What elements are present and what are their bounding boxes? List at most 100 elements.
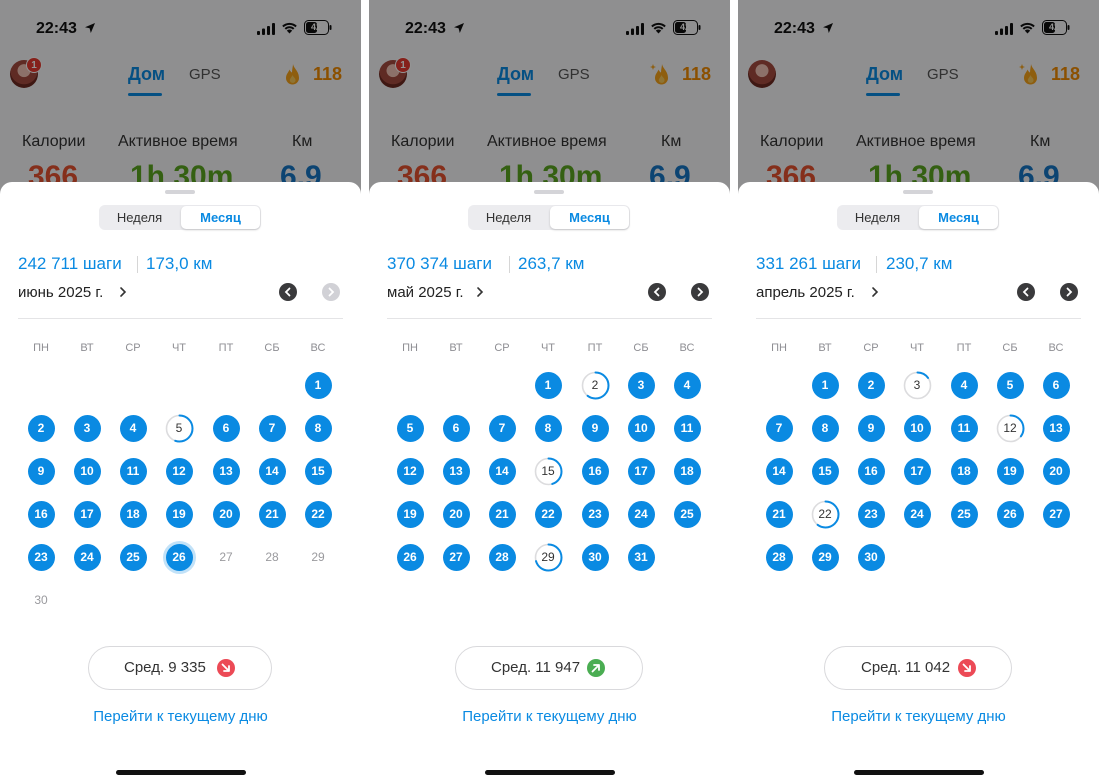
- calendar-day[interactable]: 8: [811, 414, 839, 442]
- calendar-day[interactable]: 15: [304, 457, 332, 485]
- calendar-day[interactable]: 27: [442, 543, 470, 571]
- calendar-day[interactable]: 6: [442, 414, 470, 442]
- go-to-today-link[interactable]: Перейти к текущему дню: [93, 708, 268, 725]
- calendar-day[interactable]: 25: [673, 500, 701, 528]
- calendar-day[interactable]: 5: [165, 414, 193, 442]
- calendar-day[interactable]: 23: [27, 543, 55, 571]
- chevron-right-icon[interactable]: [118, 285, 128, 299]
- calendar-day[interactable]: 21: [488, 500, 516, 528]
- calendar-day[interactable]: 13: [1042, 414, 1070, 442]
- calendar-day[interactable]: 6: [212, 414, 240, 442]
- avatar[interactable]: [748, 60, 776, 88]
- calendar-day[interactable]: 7: [765, 414, 793, 442]
- chevron-right-icon[interactable]: [870, 285, 880, 299]
- calendar-day[interactable]: 10: [627, 414, 655, 442]
- chevron-right-icon[interactable]: [475, 285, 485, 299]
- calendar-day[interactable]: 18: [119, 500, 147, 528]
- calendar-day[interactable]: 12: [396, 457, 424, 485]
- calendar-day[interactable]: 20: [212, 500, 240, 528]
- calendar-day[interactable]: 22: [304, 500, 332, 528]
- calendar-day[interactable]: 17: [627, 457, 655, 485]
- average-pill[interactable]: Сред. 11 042: [824, 646, 1012, 690]
- calendar-day[interactable]: 19: [165, 500, 193, 528]
- flame-sparkle-icon[interactable]: [1019, 62, 1043, 88]
- month-label[interactable]: июнь 2025 г.: [18, 284, 104, 301]
- calendar-day[interactable]: 21: [765, 500, 793, 528]
- tab-gps[interactable]: GPS: [189, 66, 221, 83]
- calendar-day[interactable]: 1: [534, 371, 562, 399]
- calendar-day[interactable]: 30: [581, 543, 609, 571]
- tab-home[interactable]: Дом: [866, 64, 904, 84]
- calendar-day[interactable]: 7: [488, 414, 516, 442]
- calendar-day[interactable]: 12: [996, 414, 1024, 442]
- calendar-day[interactable]: 15: [811, 457, 839, 485]
- average-pill[interactable]: Сред. 9 335: [88, 646, 272, 690]
- calendar-day[interactable]: 11: [673, 414, 701, 442]
- segment-month[interactable]: Месяц: [550, 206, 629, 229]
- calendar-day[interactable]: 5: [396, 414, 424, 442]
- dim-overlay[interactable]: [738, 0, 1099, 200]
- calendar-day[interactable]: 24: [627, 500, 655, 528]
- calendar-day[interactable]: 16: [27, 500, 55, 528]
- home-indicator[interactable]: [854, 770, 984, 775]
- calendar-day[interactable]: 3: [903, 371, 931, 399]
- next-month-button[interactable]: [1060, 283, 1078, 301]
- calendar-day[interactable]: 10: [73, 457, 101, 485]
- tab-gps[interactable]: GPS: [927, 66, 959, 83]
- home-indicator[interactable]: [485, 770, 615, 775]
- calendar-day[interactable]: 28: [765, 543, 793, 571]
- prev-month-button[interactable]: [648, 283, 666, 301]
- calendar-day[interactable]: 16: [581, 457, 609, 485]
- calendar-day[interactable]: 4: [673, 371, 701, 399]
- segment-week[interactable]: Неделя: [485, 210, 532, 225]
- calendar-day[interactable]: 6: [1042, 371, 1070, 399]
- calendar-day[interactable]: 13: [442, 457, 470, 485]
- sheet-grabber[interactable]: [165, 190, 195, 194]
- calendar-day[interactable]: 4: [950, 371, 978, 399]
- calendar-day[interactable]: 27: [1042, 500, 1070, 528]
- segment-month[interactable]: Месяц: [181, 206, 260, 229]
- calendar-day[interactable]: 20: [442, 500, 470, 528]
- calendar-day[interactable]: 12: [165, 457, 193, 485]
- calendar-day[interactable]: 23: [581, 500, 609, 528]
- calendar-day[interactable]: 21: [258, 500, 286, 528]
- calendar-day[interactable]: 29: [811, 543, 839, 571]
- calendar-day[interactable]: 18: [950, 457, 978, 485]
- calendar-day[interactable]: 3: [627, 371, 655, 399]
- calendar-day[interactable]: 2: [27, 414, 55, 442]
- calendar-day[interactable]: 3: [73, 414, 101, 442]
- calendar-day[interactable]: 19: [996, 457, 1024, 485]
- calendar-day[interactable]: 22: [811, 500, 839, 528]
- calendar-day[interactable]: 14: [258, 457, 286, 485]
- go-to-today-link[interactable]: Перейти к текущему дню: [831, 708, 1006, 725]
- calendar-day[interactable]: 20: [1042, 457, 1070, 485]
- month-label[interactable]: май 2025 г.: [387, 284, 464, 301]
- calendar-day[interactable]: 4: [119, 414, 147, 442]
- dim-overlay[interactable]: [369, 0, 730, 200]
- tab-home[interactable]: Дом: [128, 64, 166, 84]
- month-label[interactable]: апрель 2025 г.: [756, 284, 855, 301]
- calendar-day[interactable]: 9: [27, 457, 55, 485]
- calendar-day[interactable]: 1: [304, 371, 332, 399]
- segment-week[interactable]: Неделя: [854, 210, 901, 225]
- calendar-day[interactable]: 11: [950, 414, 978, 442]
- calendar-day[interactable]: 8: [534, 414, 562, 442]
- calendar-day[interactable]: 2: [581, 371, 609, 399]
- prev-month-button[interactable]: [279, 283, 297, 301]
- calendar-day[interactable]: 23: [857, 500, 885, 528]
- calendar-day[interactable]: 26: [996, 500, 1024, 528]
- next-month-button[interactable]: [691, 283, 709, 301]
- calendar-day[interactable]: 10: [903, 414, 931, 442]
- calendar-day[interactable]: 26: [165, 543, 193, 571]
- home-indicator[interactable]: [116, 770, 246, 775]
- calendar-day[interactable]: 2: [857, 371, 885, 399]
- calendar-day[interactable]: 14: [765, 457, 793, 485]
- flame-icon[interactable]: [281, 62, 305, 88]
- calendar-day[interactable]: 15: [534, 457, 562, 485]
- calendar-day[interactable]: 26: [396, 543, 424, 571]
- calendar-day[interactable]: 25: [119, 543, 147, 571]
- dim-overlay[interactable]: [0, 0, 361, 200]
- calendar-day[interactable]: 18: [673, 457, 701, 485]
- calendar-day[interactable]: 28: [488, 543, 516, 571]
- calendar-day[interactable]: 14: [488, 457, 516, 485]
